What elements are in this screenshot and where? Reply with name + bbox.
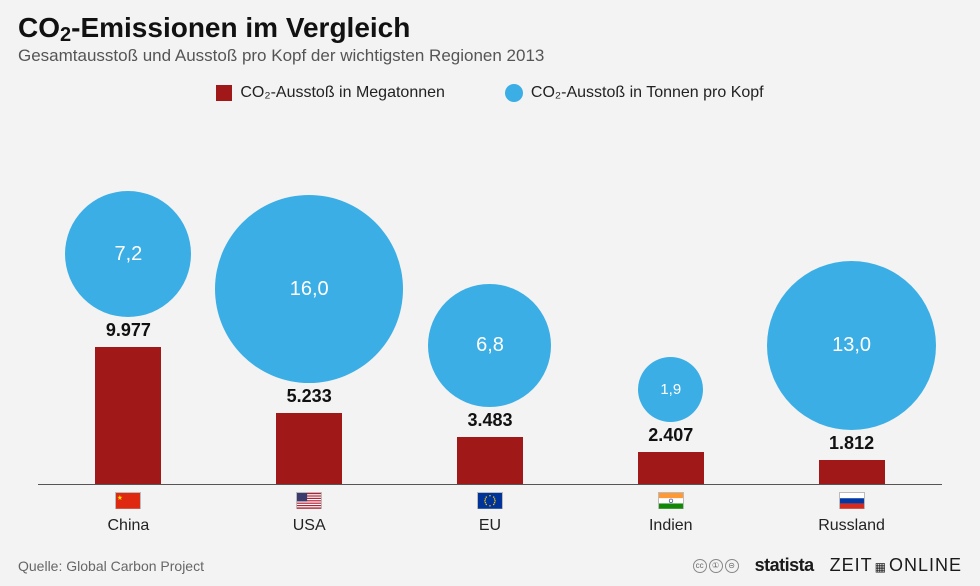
chart-column: 5.23316,0USA — [219, 106, 400, 543]
chart-subtitle: Gesamtausstoß und Ausstoß pro Kopf der w… — [18, 46, 962, 66]
bar-value-label: 3.483 — [467, 410, 512, 431]
bar-value-label: 9.977 — [106, 320, 151, 341]
brand-statista: statista — [755, 555, 814, 576]
bubble: 6,8 — [428, 284, 551, 407]
chart-column: 3.483 6,8 EU — [400, 106, 581, 543]
bar — [276, 413, 342, 485]
legend: CO₂-Ausstoß in Megatonnen CO₂-Ausstoß in… — [18, 84, 962, 102]
chart-column: 1.812 13,0 Russland — [761, 106, 942, 543]
usa-flag-icon — [296, 492, 322, 509]
bar-value-label: 2.407 — [648, 425, 693, 446]
title-pre: CO — [18, 12, 60, 43]
legend-label-a: CO₂-Ausstoß in Megatonnen — [240, 84, 445, 102]
legend-item-bar: CO₂-Ausstoß in Megatonnen — [216, 84, 445, 102]
bar — [95, 347, 161, 485]
category-label: Russland — [818, 517, 885, 535]
category-label: China — [107, 517, 149, 535]
title-sub: 2 — [60, 24, 71, 46]
bar-value-label: 5.233 — [287, 386, 332, 407]
brand-online: ONLINE — [889, 555, 962, 575]
brand-zeit-icon: ▦ — [875, 560, 887, 574]
china-flag-icon — [115, 492, 141, 509]
bar-value-label: 1.812 — [829, 433, 874, 454]
bar — [638, 452, 704, 485]
bar — [819, 460, 885, 485]
legend-circle-icon — [505, 84, 523, 102]
chart-title: CO2-Emissionen im Vergleich — [18, 12, 962, 44]
bubble: 13,0 — [767, 261, 936, 430]
category-label: Indien — [649, 517, 693, 535]
legend-label-b: CO₂-Ausstoß in Tonnen pro Kopf — [531, 84, 764, 102]
legend-item-circle: CO₂-Ausstoß in Tonnen pro Kopf — [505, 84, 764, 102]
chart-area: 9.9777,2China5.23316,0USA3.4836,8EU2.407… — [18, 106, 962, 543]
chart-column: 9.977 7,2 China — [38, 106, 219, 543]
legend-square-icon — [216, 85, 232, 101]
eu-flag-icon — [477, 492, 503, 509]
baseline — [38, 484, 942, 485]
bubble: 1,9 — [638, 357, 703, 422]
category-label: USA — [293, 517, 326, 535]
brand-zeit-online: ZEIT▦ONLINE — [830, 555, 962, 576]
cc-icons: cc①⊝ — [693, 559, 739, 573]
brand-zeit: ZEIT — [830, 555, 873, 575]
footer: Quelle: Global Carbon Project cc①⊝ stati… — [0, 551, 980, 586]
bar — [457, 437, 523, 485]
source-label: Quelle: Global Carbon Project — [18, 558, 204, 574]
bubble: 16,0 — [215, 195, 403, 383]
india-flag-icon — [658, 492, 684, 509]
category-label: EU — [479, 517, 501, 535]
title-post: -Emissionen im Vergleich — [71, 12, 410, 43]
chart-column: 2.407 1,9 Indien — [580, 106, 761, 543]
russia-flag-icon — [839, 492, 865, 509]
bubble: 7,2 — [65, 191, 191, 317]
